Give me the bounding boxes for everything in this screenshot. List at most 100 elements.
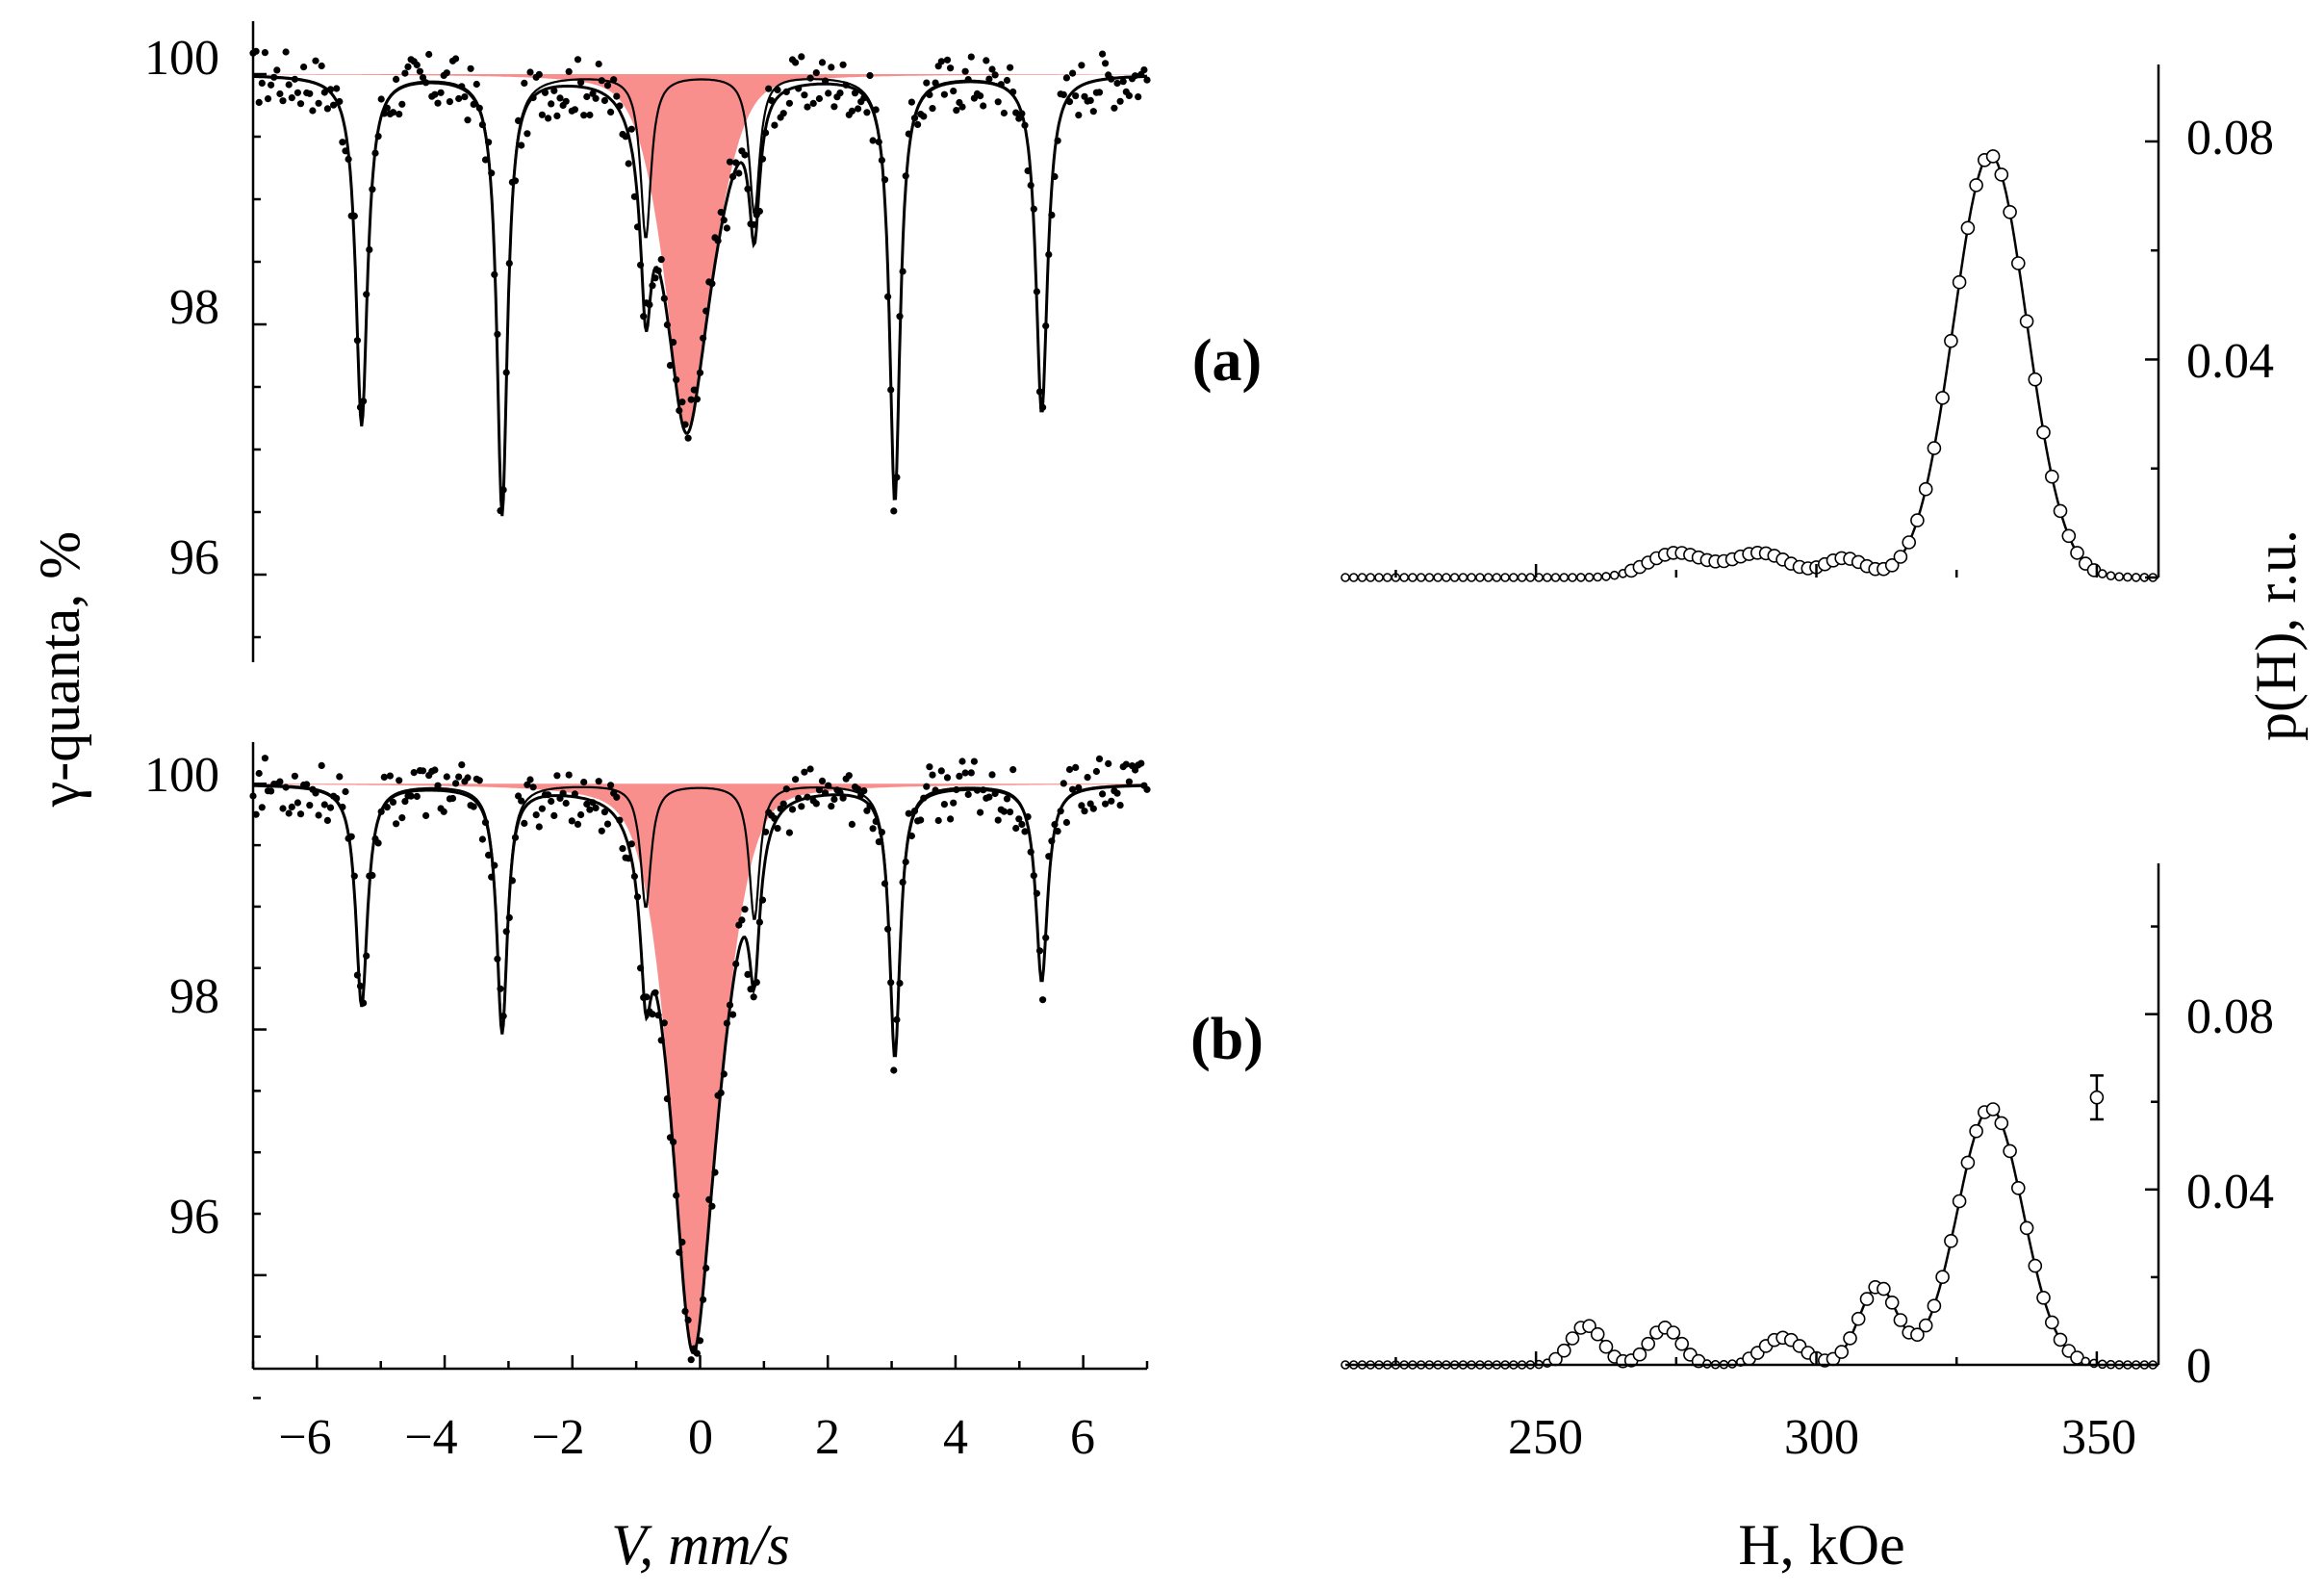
data-point	[1081, 808, 1088, 815]
data-point	[801, 768, 808, 776]
ytick-label-a-100: 100	[144, 31, 219, 86]
spectrum-x-axis-title: V, mm/s	[611, 1513, 790, 1577]
data-point	[779, 110, 787, 117]
data-point	[812, 800, 820, 808]
data-point	[320, 89, 328, 96]
data-point	[598, 77, 605, 85]
data-point	[676, 406, 683, 415]
data-point	[755, 918, 764, 926]
data-point	[1140, 66, 1148, 74]
data-point	[452, 780, 460, 787]
data-point	[1007, 809, 1014, 816]
data-point	[443, 69, 450, 77]
data-point	[294, 799, 301, 807]
data-point	[499, 1013, 507, 1020]
distribution-marker	[1632, 1347, 1647, 1362]
distribution-marker	[1935, 1270, 1950, 1284]
data-point	[518, 141, 525, 149]
data-point	[360, 999, 368, 1007]
distribution-marker	[1927, 1298, 1942, 1313]
data-point	[812, 69, 820, 77]
data-point	[825, 782, 832, 789]
distribution-marker	[2131, 573, 2141, 582]
data-point	[556, 94, 564, 102]
data-point	[899, 268, 907, 275]
data-point	[1048, 837, 1056, 845]
data-point	[1075, 112, 1083, 119]
distribution-marker	[2045, 469, 2059, 484]
data-point	[1143, 785, 1151, 793]
data-point	[502, 369, 510, 376]
data-point	[268, 81, 275, 89]
data-point	[1027, 181, 1034, 190]
distribution-marker	[2011, 256, 2026, 270]
data-point	[1018, 110, 1026, 117]
data-point	[947, 815, 955, 823]
data-point	[323, 816, 331, 825]
data-point	[485, 851, 493, 860]
distribution-marker	[1374, 573, 1384, 582]
distribution-marker	[1834, 1345, 1849, 1359]
data-point	[627, 840, 635, 848]
data-point	[535, 70, 543, 78]
data-point	[1012, 109, 1020, 116]
data-point	[717, 1089, 725, 1096]
data-point	[839, 794, 847, 802]
dist-xtick-label-350: 350	[2061, 1410, 2136, 1465]
data-point	[494, 955, 501, 963]
data-point	[475, 777, 483, 784]
data-point	[1009, 88, 1017, 96]
data-point	[958, 757, 966, 765]
data-point	[580, 779, 588, 786]
data-point	[980, 786, 987, 794]
data-point	[657, 1037, 665, 1044]
data-point	[717, 208, 725, 217]
data-point	[651, 274, 659, 282]
data-point	[320, 801, 328, 809]
data-point	[407, 792, 415, 800]
data-point	[863, 109, 871, 116]
distribution-curve-a	[1341, 149, 2158, 582]
data-point	[556, 794, 564, 803]
data-point	[422, 79, 430, 87]
data-point	[276, 778, 284, 785]
data-point	[899, 879, 907, 886]
data-point	[714, 237, 722, 244]
data-point	[991, 71, 999, 79]
data-point	[413, 792, 421, 801]
axes-spectrum-a	[251, 21, 267, 662]
data-point	[258, 804, 266, 811]
data-point	[526, 68, 534, 76]
data-point	[574, 820, 582, 829]
data-point	[630, 193, 639, 200]
distribution-marker	[2003, 1143, 2017, 1159]
distribution-marker	[1543, 573, 1552, 582]
data-point	[702, 1264, 710, 1272]
data-point	[553, 112, 561, 119]
data-point	[917, 816, 925, 824]
data-point	[782, 785, 790, 793]
data-point	[937, 767, 945, 775]
data-point	[470, 803, 477, 810]
data-points-a	[249, 47, 1151, 515]
distribution-marker	[2011, 1181, 2026, 1195]
distribution-marker	[1568, 573, 1577, 582]
data-point	[720, 1070, 728, 1078]
data-point	[369, 871, 376, 880]
data-point	[497, 507, 504, 515]
data-point	[401, 798, 409, 806]
data-point	[422, 811, 430, 820]
data-point	[947, 64, 955, 72]
data-point	[1039, 996, 1047, 1004]
data-point	[499, 486, 507, 494]
data-point	[592, 804, 600, 812]
data-point	[872, 106, 880, 114]
data-point	[884, 293, 892, 300]
data-point	[595, 778, 602, 785]
data-point	[616, 816, 624, 824]
data-point	[657, 256, 665, 264]
data-point	[273, 66, 281, 74]
xtick-label-m4: −4	[404, 1410, 457, 1465]
data-point	[371, 149, 379, 157]
data-point	[258, 79, 266, 87]
